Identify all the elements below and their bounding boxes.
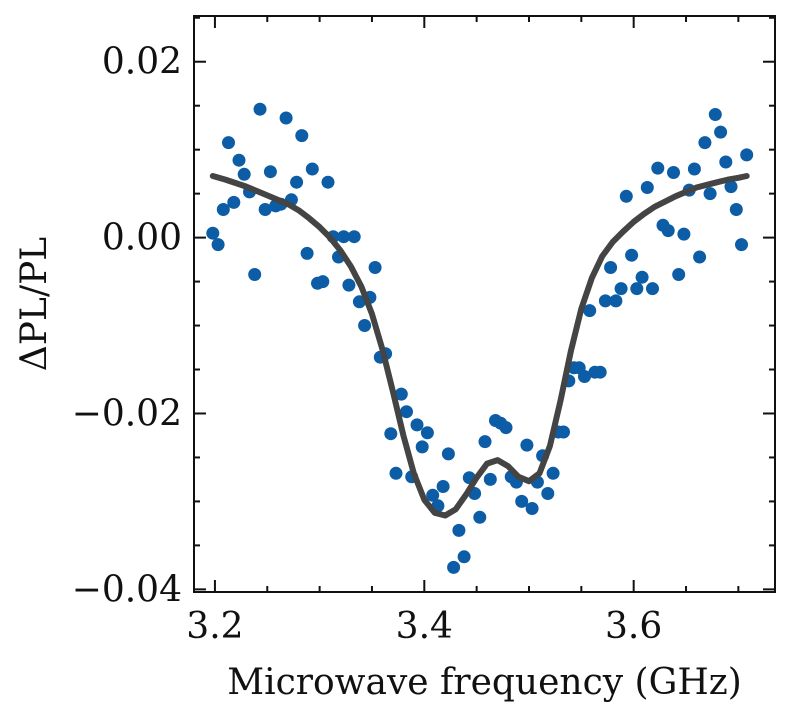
data-point	[447, 560, 461, 574]
data-point	[358, 319, 372, 332]
data-point	[211, 238, 225, 252]
data-point	[735, 238, 748, 252]
data-point	[541, 487, 555, 500]
data-point	[635, 270, 649, 284]
data-point	[478, 435, 492, 449]
data-point	[578, 370, 591, 383]
fit-curve-layer	[209, 173, 750, 519]
data-point	[693, 250, 707, 264]
data-point	[321, 175, 335, 189]
x-tick-label: 3.4	[396, 606, 453, 647]
data-point	[248, 268, 262, 281]
data-point	[593, 365, 607, 379]
data-point	[232, 153, 246, 167]
data-point	[394, 387, 408, 401]
data-point	[604, 261, 618, 274]
data-point	[420, 426, 434, 440]
data-point	[614, 282, 628, 296]
data-point	[206, 226, 220, 240]
data-point	[263, 165, 277, 179]
data-point	[316, 275, 330, 289]
data-point	[515, 494, 529, 508]
data-point	[630, 282, 644, 296]
data-point	[457, 550, 471, 564]
data-point	[714, 125, 728, 139]
data-points	[206, 102, 754, 574]
data-point	[703, 187, 717, 201]
data-point	[677, 227, 691, 241]
data-point	[300, 246, 314, 260]
data-point	[625, 248, 639, 262]
data-point	[640, 181, 654, 194]
data-point	[583, 304, 597, 318]
x-tick-label: 3.2	[186, 606, 243, 647]
data-point	[441, 447, 455, 461]
data-point	[290, 175, 304, 189]
data-point	[368, 261, 382, 274]
data-point	[520, 438, 534, 452]
data-point	[400, 405, 413, 419]
data-point	[708, 108, 722, 121]
y-tick-label: 0.02	[102, 42, 182, 83]
data-point	[546, 466, 560, 480]
data-point	[342, 278, 356, 292]
plot-frame	[193, 15, 776, 593]
data-point	[557, 425, 570, 439]
x-axis-label: Microwave frequency (GHz)	[227, 662, 742, 703]
data-point	[499, 421, 513, 435]
y-axis-label: ΔPL/PL	[14, 237, 55, 371]
axis-ticks	[194, 16, 775, 592]
y-tick-label: −0.02	[72, 393, 182, 434]
data-point	[222, 136, 235, 150]
data-point	[672, 268, 686, 281]
data-point	[667, 166, 680, 179]
data-point	[410, 418, 424, 432]
data-point	[698, 136, 712, 150]
data-point	[295, 129, 309, 143]
data-point	[415, 440, 429, 454]
data-point	[473, 510, 487, 524]
data-point	[724, 180, 738, 194]
data-point	[279, 111, 293, 125]
tick-labels: 3.2 3.4 3.6 0.02 0.00 −0.02 −0.04	[72, 42, 663, 647]
data-point	[452, 523, 466, 537]
data-point	[216, 203, 230, 216]
data-point	[237, 167, 251, 181]
data-point	[305, 162, 319, 176]
data-point	[389, 466, 403, 480]
data-point	[651, 161, 665, 175]
data-point	[426, 488, 440, 502]
data-point	[227, 195, 241, 209]
data-point	[598, 294, 612, 308]
x-tick-label: 3.6	[605, 606, 662, 647]
data-point	[719, 155, 733, 169]
data-point	[729, 203, 743, 216]
data-point	[525, 502, 539, 515]
y-tick-label: −0.04	[72, 569, 182, 610]
fit-curve	[209, 173, 750, 519]
data-point	[352, 295, 366, 309]
data-point	[337, 230, 351, 244]
data-point	[646, 282, 659, 296]
data-point	[384, 427, 398, 441]
data-point	[347, 230, 361, 244]
data-point	[253, 102, 267, 116]
data-point	[609, 294, 623, 308]
data-point	[619, 189, 633, 203]
data-point	[661, 224, 675, 238]
data-point	[687, 162, 701, 176]
data-point	[483, 472, 497, 486]
data-point	[436, 480, 450, 493]
y-tick-label: 0.00	[102, 218, 182, 259]
data-point	[258, 203, 272, 216]
data-point	[740, 148, 754, 162]
